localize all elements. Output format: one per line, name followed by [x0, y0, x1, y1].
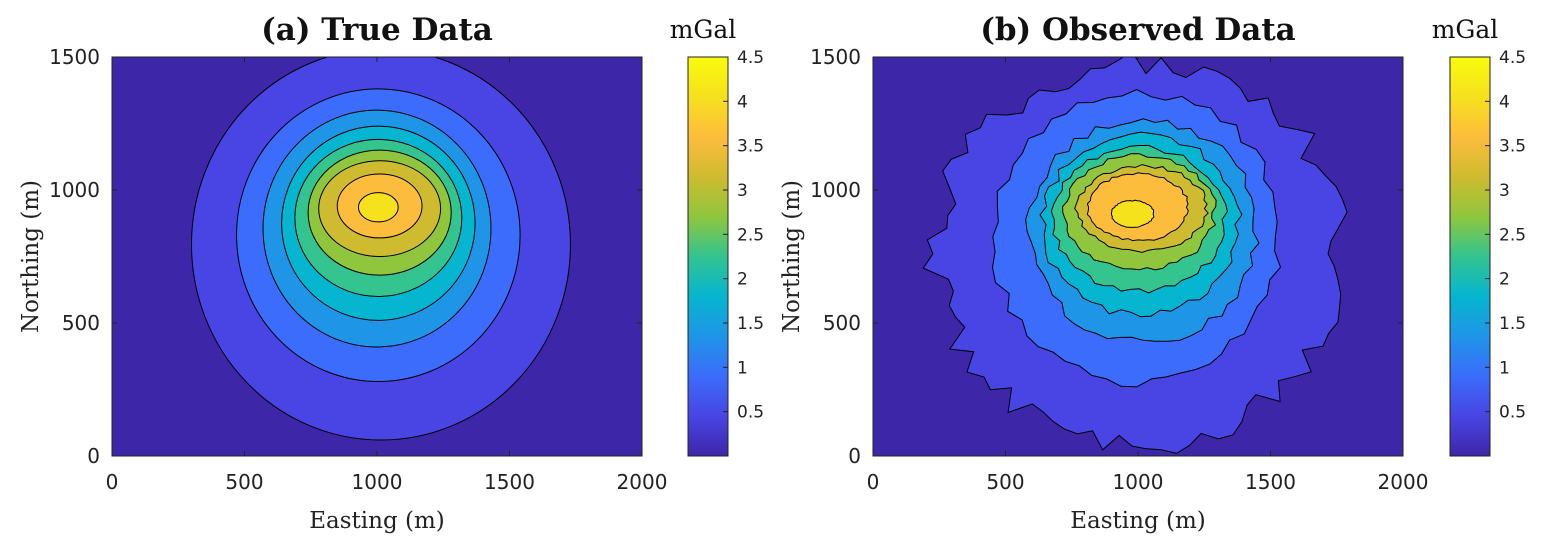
colorbar-tick-label: 4 — [1499, 92, 1510, 112]
colorbar-tick-label: 1 — [737, 358, 748, 378]
x-tick-label: 2000 — [617, 470, 668, 494]
chart-title: (a) True Data — [261, 12, 493, 48]
x-tick-label: 0 — [106, 470, 119, 494]
x-tick-label: 500 — [225, 470, 263, 494]
colorbar-tick-label: 2.5 — [737, 225, 764, 245]
panel-true-data: 0 500 1000 1500 2000 0 500 1000 1500 (a) True Dat… — [0, 0, 776, 551]
x-tick-label: 1500 — [484, 470, 535, 494]
x-tick-label: 0 — [867, 470, 880, 494]
chart-true-data: 0 500 1000 1500 2000 0 500 1000 1500 (a) True Dat… — [18, 12, 764, 534]
colorbar-tick-label: 2 — [737, 270, 748, 290]
x-tick-label: 2000 — [1378, 470, 1429, 494]
colorbar — [687, 56, 729, 457]
x-axis-label: Easting (m) — [1070, 508, 1206, 534]
contour-level-4-5 — [1110, 199, 1155, 228]
colorbar-tick-label: 2.5 — [1499, 225, 1526, 245]
x-axis-label: Easting (m) — [309, 508, 445, 534]
contour-fills — [922, 57, 1348, 454]
y-tick-label: 500 — [62, 311, 100, 335]
contour-level-4-5 — [357, 192, 399, 223]
x-tick-label: 500 — [986, 470, 1024, 494]
y-tick-label: 1500 — [810, 45, 861, 69]
colorbar-unit-label: mGal — [670, 15, 737, 44]
x-tick-label: 1500 — [1245, 470, 1296, 494]
y-tick-label: 0 — [848, 444, 861, 468]
y-tick-label: 1500 — [49, 45, 100, 69]
colorbar-tick-label: 4 — [737, 92, 748, 112]
chart-title: (b) Observed Data — [980, 12, 1296, 48]
x-tick-label: 1000 — [1113, 470, 1164, 494]
chart-observed-data: 0 500 1000 1500 2000 0 500 1000 1500 (b) Observed… — [779, 12, 1526, 534]
panel-observed-data: 0 500 1000 1500 2000 0 500 1000 1500 (b) Observed… — [776, 0, 1553, 551]
y-tick-label: 500 — [823, 311, 861, 335]
y-axis-label: Northing (m) — [779, 180, 805, 333]
colorbar-tick-label: 3.5 — [737, 137, 764, 157]
y-tick-label: 1000 — [49, 178, 100, 202]
y-tick-label: 0 — [87, 444, 100, 468]
colorbar-tick-label: 2 — [1499, 270, 1510, 290]
x-tick-label: 1000 — [352, 470, 403, 494]
colorbar-unit-label: mGal — [1432, 15, 1499, 44]
colorbar-tick-label: 4.5 — [1499, 48, 1526, 68]
colorbar-tick-label: 3.5 — [1499, 137, 1526, 157]
colorbar-tick-label: 3 — [1499, 181, 1510, 201]
contour-fills — [190, 57, 571, 441]
colorbar-tick-label: 1 — [1499, 358, 1510, 378]
y-axis-label: Northing (m) — [18, 180, 44, 333]
colorbar-tick-label: 4.5 — [737, 48, 764, 68]
colorbar-tick-label: 1.5 — [737, 314, 764, 334]
colorbar-tick-label: 0.5 — [1499, 403, 1526, 423]
colorbar-tick-label: 0.5 — [737, 403, 764, 423]
colorbar — [1449, 56, 1491, 457]
y-tick-label: 1000 — [810, 178, 861, 202]
colorbar-tick-label: 1.5 — [1499, 314, 1526, 334]
colorbar-tick-label: 3 — [737, 181, 748, 201]
